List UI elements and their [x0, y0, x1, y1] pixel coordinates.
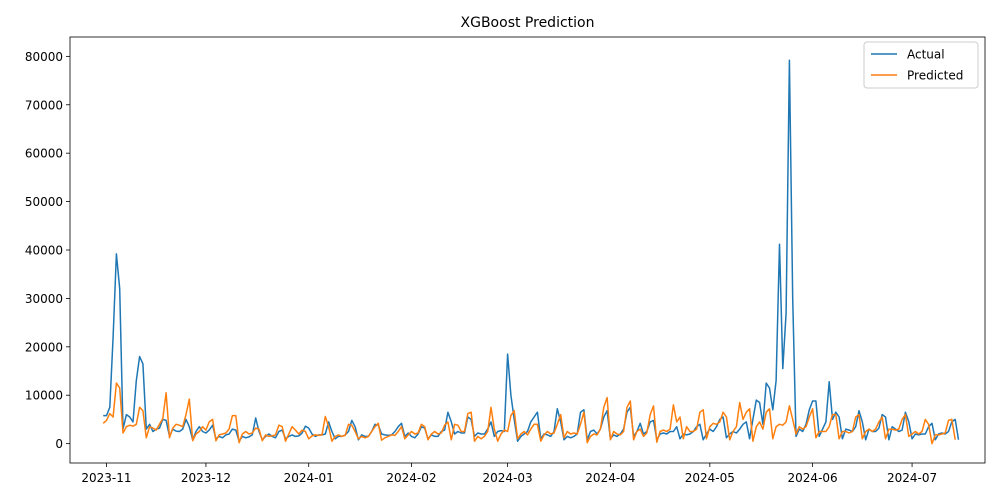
- y-tick-label: 0: [55, 437, 63, 451]
- y-tick-label: 50000: [25, 195, 63, 209]
- x-tick-label: 2023-11: [81, 471, 131, 485]
- y-tick-label: 60000: [25, 147, 63, 161]
- legend: Actual Predicted: [863, 41, 979, 89]
- chart-title: XGBoost Prediction: [461, 15, 595, 31]
- x-axis: 2023-11 2023-12 2024-01 2024-02 2024-03 2024-…: [81, 463, 937, 485]
- series-line-predicted: [102, 382, 956, 445]
- x-tick-label: 2024-06: [788, 471, 838, 485]
- y-tick-label: 70000: [25, 98, 63, 112]
- x-tick-label: 2024-03: [483, 471, 533, 485]
- series-line-actual: [103, 59, 960, 442]
- plot-area: [69, 36, 986, 464]
- series-layer: [102, 59, 960, 445]
- plot-background: [70, 37, 985, 463]
- y-tick-label: 20000: [25, 340, 63, 354]
- x-tick-label: 2023-12: [181, 471, 231, 485]
- legend-label-actual: Actual: [907, 48, 945, 62]
- y-axis: 0 10000 20000 30000 40000 50000 60000 70000 8000…: [25, 50, 70, 451]
- y-tick-label: 80000: [25, 50, 63, 64]
- y-tick-label: 10000: [25, 389, 63, 403]
- x-tick-label: 2024-05: [685, 471, 735, 485]
- x-tick-label: 2024-04: [585, 471, 635, 485]
- x-tick-label: 2024-02: [386, 471, 436, 485]
- legend-label-predicted: Predicted: [907, 69, 963, 83]
- y-tick-label: 30000: [25, 292, 63, 306]
- x-tick-label: 2024-07: [887, 471, 937, 485]
- x-tick-label: 2024-01: [284, 471, 334, 485]
- y-tick-label: 40000: [25, 244, 63, 258]
